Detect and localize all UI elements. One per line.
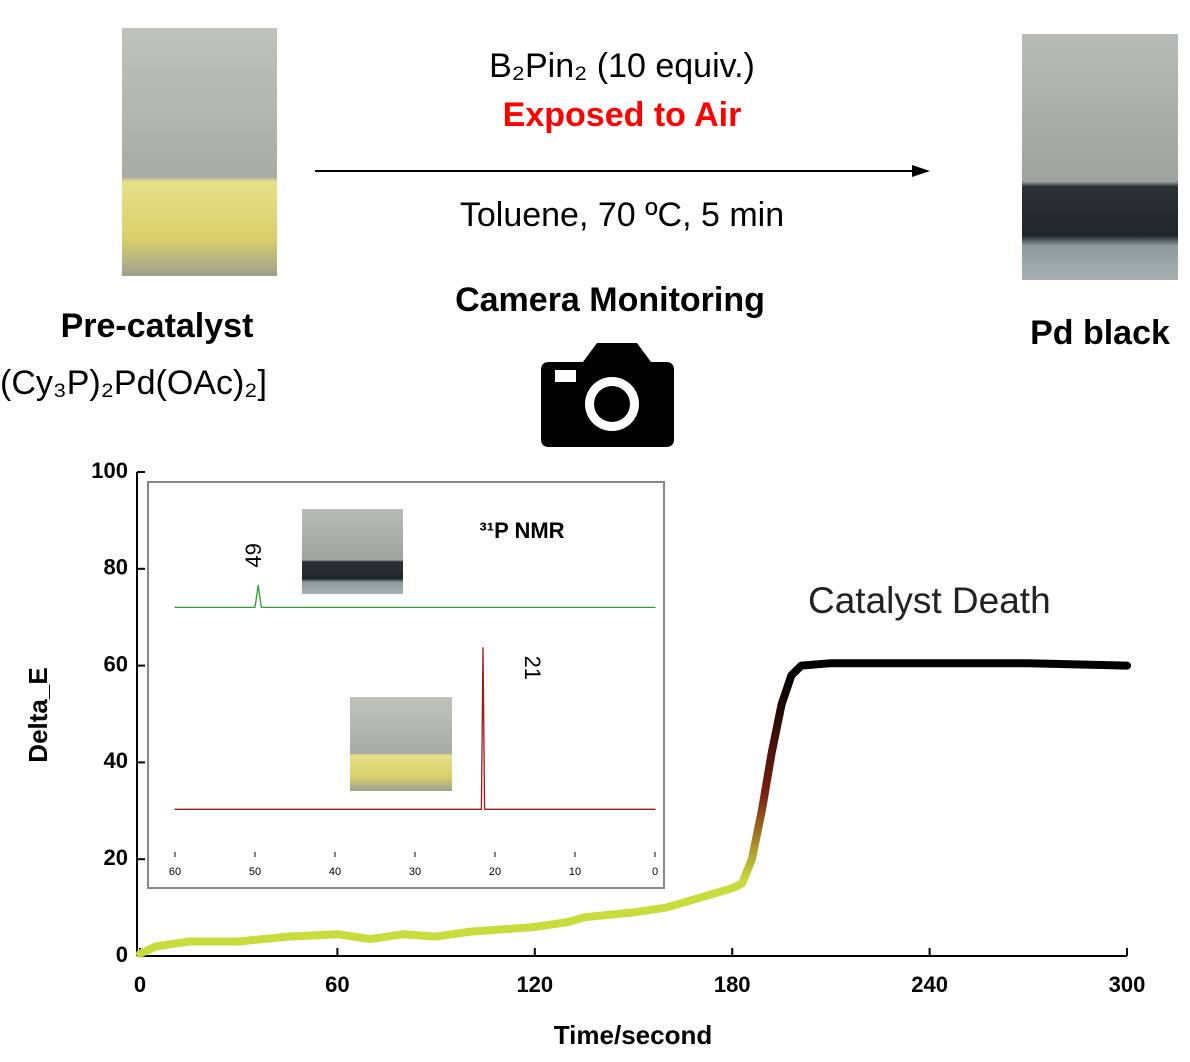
x-tick-label: 50 [249,866,261,878]
peak-label: 21 [520,656,545,680]
camera-icon [541,343,674,447]
reagent: B₂Pin₂ (10 equiv.) [489,47,755,85]
arrow-head [912,165,930,177]
inset-frame [148,482,664,888]
figure: B₂Pin₂ (10 equiv.) Exposed to Air Toluen… [0,0,1190,1057]
inset-title: ³¹P NMR [479,518,564,543]
x-tick-label: 0 [134,972,146,997]
y-tick-label: 20 [104,845,128,870]
page: B₂Pin₂ (10 equiv.) Exposed to Air Toluen… [0,0,1190,1062]
x-tick-label: 60 [325,972,349,997]
start-label: Pre-catalyst [61,307,254,345]
x-tick-label: 300 [1109,972,1146,997]
x-tick-label: 180 [714,972,751,997]
y-tick-label: 60 [104,651,128,676]
peak-label: 49 [241,543,266,567]
x-tick-label: 120 [516,972,553,997]
x-tick-label: 20 [489,866,501,878]
x-tick-label: 240 [911,972,948,997]
annotation: Catalyst Death [808,580,1051,621]
x-tick-label: 10 [569,866,581,878]
x-tick-label: 30 [409,866,421,878]
x-axis-label: Time/second [554,1020,712,1050]
y-tick-label: 100 [91,458,128,483]
vial-photo [1022,34,1178,280]
y-tick-label: 0 [116,942,128,967]
highlight: Exposed to Air [503,96,742,134]
y-axis-label: Delta_E [23,667,53,762]
start-formula: (Cy₃P)₂Pd(OAc)₂] [0,364,267,402]
inset-photo [302,509,403,594]
y-tick-label: 80 [104,555,128,580]
y-tick-label: 40 [104,748,128,773]
monitoring: Camera Monitoring [455,281,765,319]
x-tick-label: 60 [169,866,181,878]
inset-photo [350,697,452,791]
vial-photo [122,28,277,276]
x-tick-label: 40 [329,866,341,878]
x-tick-label: 0 [652,866,658,878]
product-label: Pd black [1030,314,1170,352]
conditions: Toluene, 70 ºC, 5 min [460,196,784,234]
